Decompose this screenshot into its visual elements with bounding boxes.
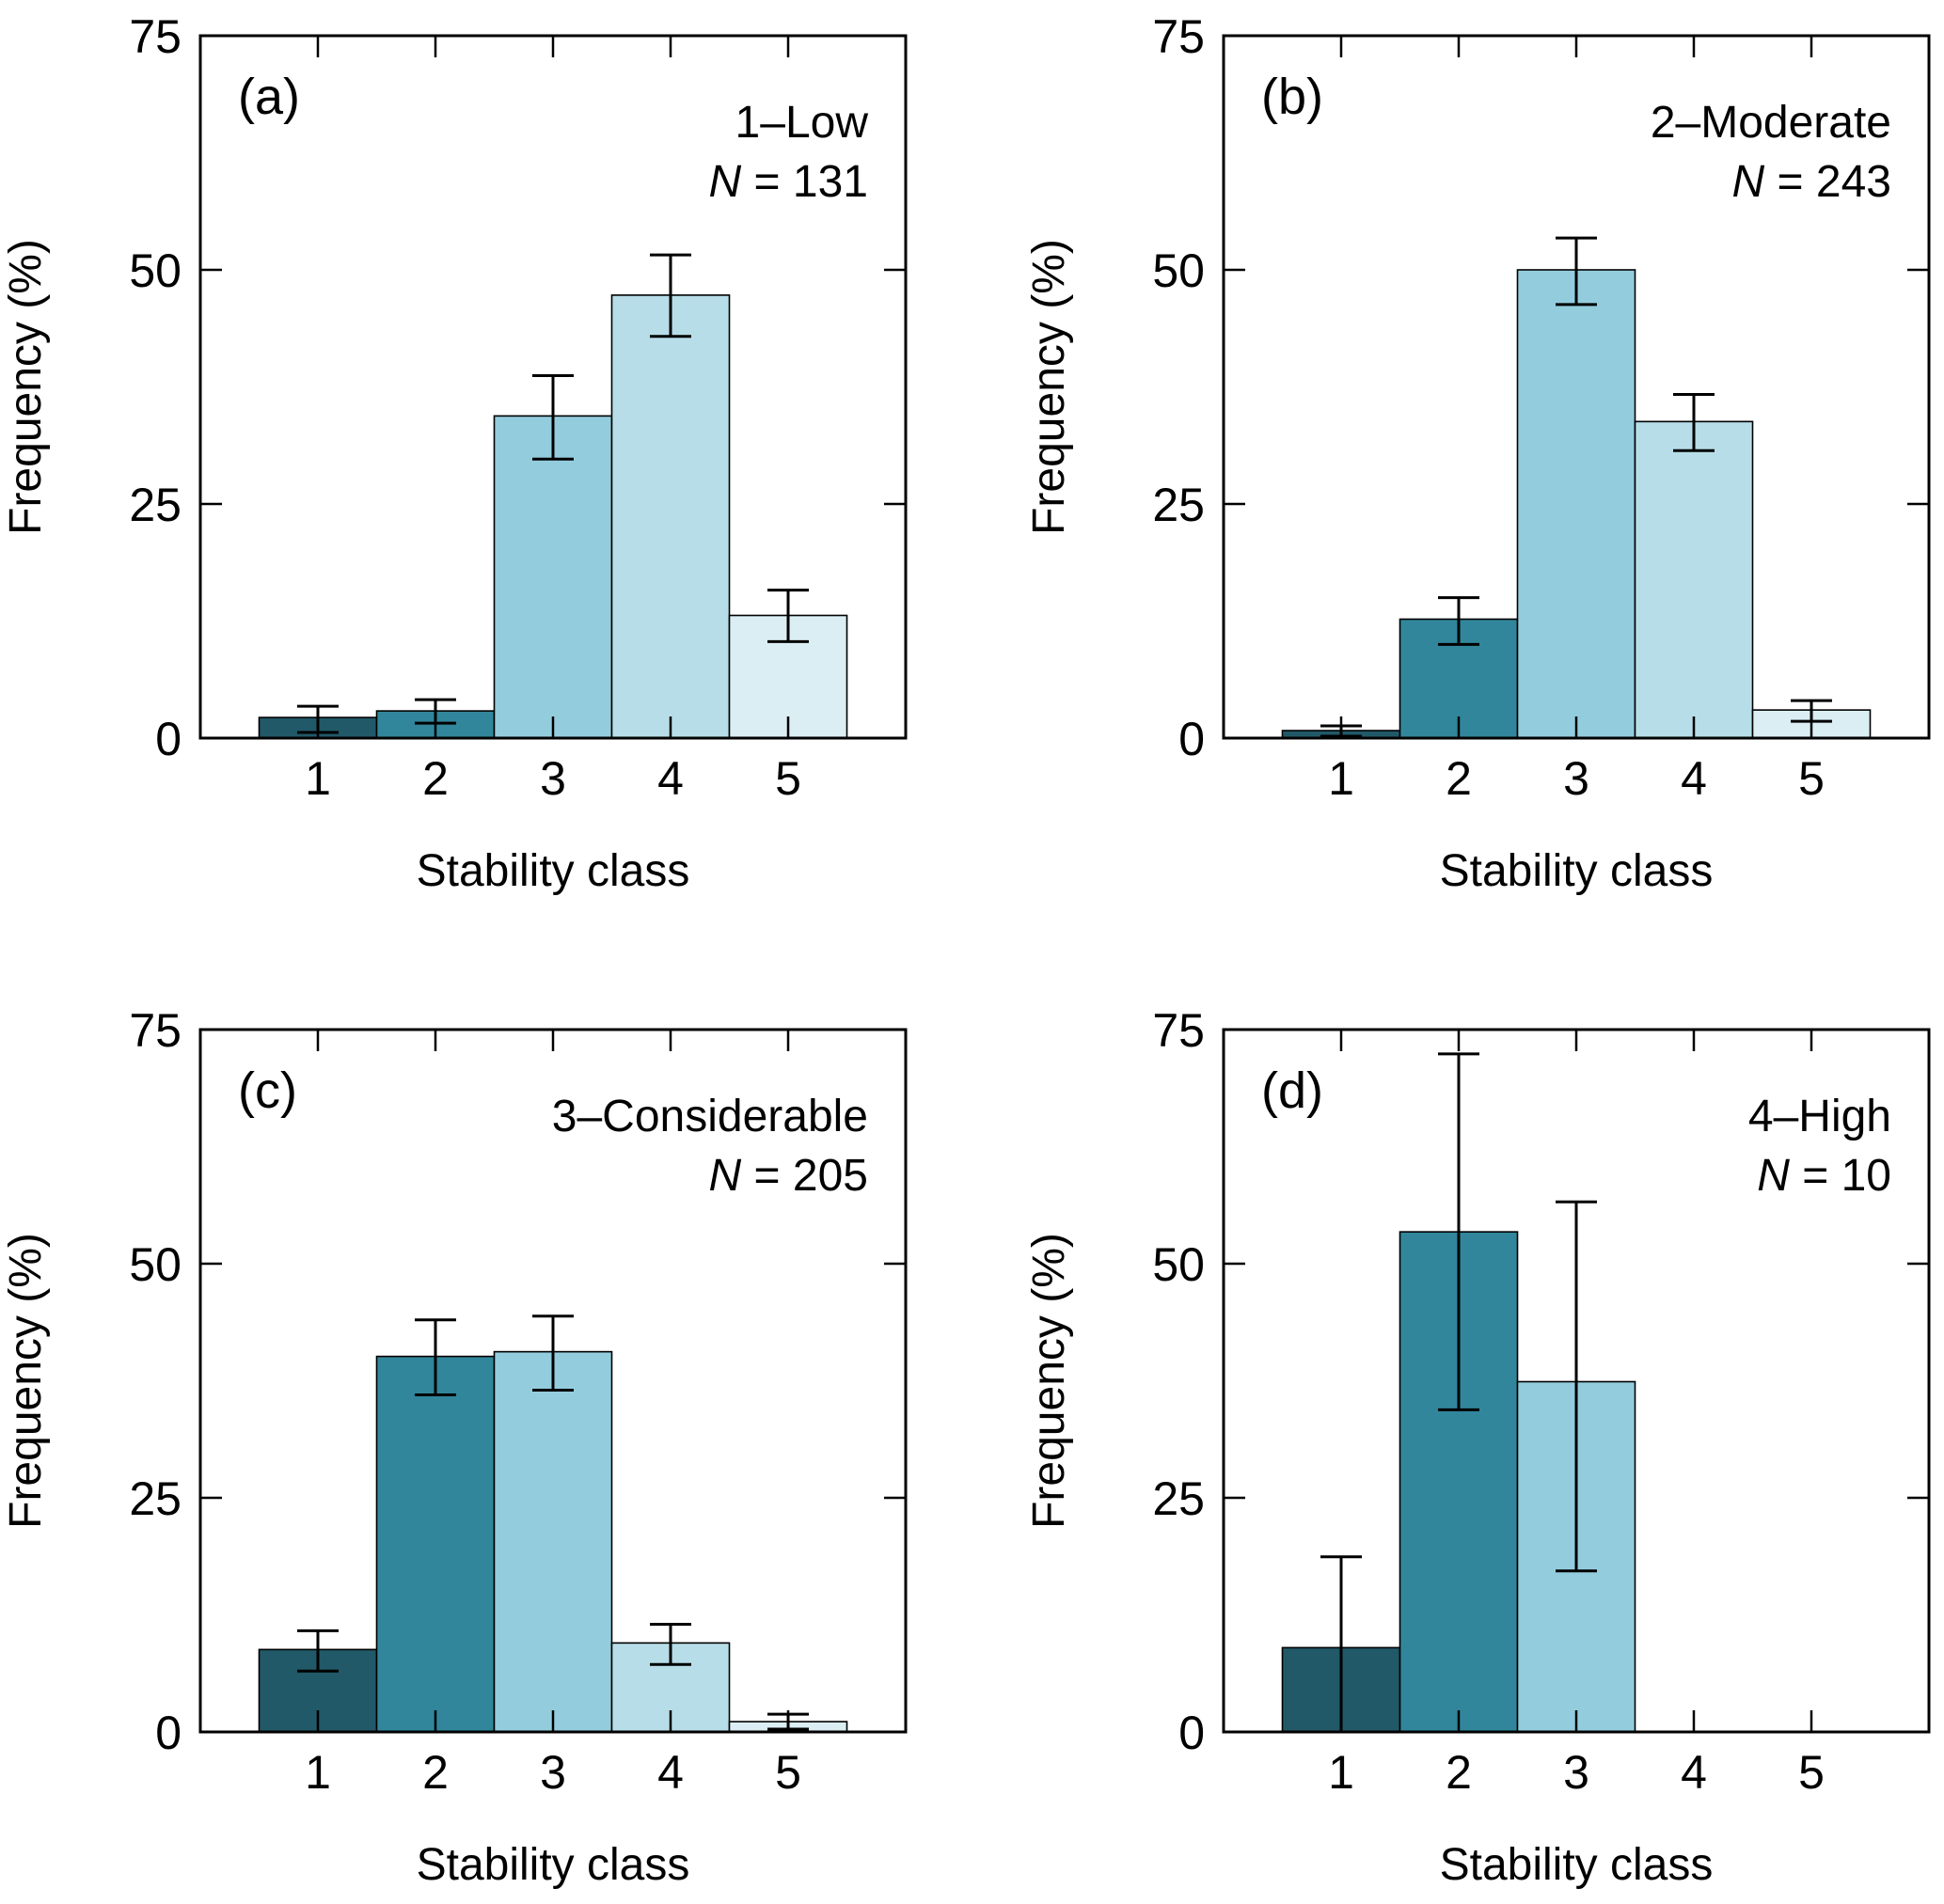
error-bar-class-3: [532, 374, 574, 461]
x-tick-label: 5: [775, 1746, 801, 1799]
x-tick-label: 3: [1563, 752, 1589, 805]
panel-label: (b): [1261, 69, 1323, 125]
y-axis-title: Frequency (%): [1024, 1233, 1074, 1529]
sample-size-label: N = 10: [1757, 1151, 1891, 1201]
panel-label: (c): [238, 1062, 297, 1119]
error-bar-class-2: [1438, 1052, 1479, 1411]
error-bar-class-4: [1673, 392, 1715, 452]
x-tick-label: 4: [657, 1746, 684, 1799]
x-axis-title: Stability class: [1440, 846, 1714, 896]
panel-label: (d): [1261, 1062, 1323, 1119]
y-tick-label: 75: [129, 1004, 182, 1057]
danger-level-label: 4–High: [1748, 1092, 1891, 1141]
x-tick-label: 4: [657, 752, 684, 805]
x-axis-title: Stability class: [417, 1840, 690, 1890]
y-axis-title: Frequency (%): [1, 1233, 51, 1529]
sample-size-label: N = 205: [709, 1151, 868, 1201]
danger-level-label: 2–Moderate: [1651, 98, 1891, 148]
x-axis-title: Stability class: [417, 846, 690, 896]
bar-class-3: [493, 415, 613, 739]
y-tick-label: 25: [1152, 1472, 1205, 1525]
y-tick-label: 25: [129, 479, 182, 531]
y-tick-label: 75: [129, 10, 182, 63]
error-bar-class-3: [1556, 1200, 1597, 1573]
error-bar-class-3: [1556, 236, 1597, 307]
x-tick-label: 4: [1681, 752, 1707, 805]
y-axis-title: Frequency (%): [1, 239, 51, 535]
bar-class-4: [610, 294, 731, 739]
error-bar-class-4: [650, 1622, 691, 1666]
y-tick-label: 0: [1178, 1707, 1205, 1759]
error-bar-class-5: [767, 589, 809, 643]
error-bar-class-3: [532, 1314, 574, 1392]
error-bar-class-2: [415, 1318, 456, 1396]
x-tick-label: 3: [540, 752, 566, 805]
y-tick-label: 25: [1152, 479, 1205, 531]
y-tick-label: 25: [129, 1472, 182, 1525]
y-tick-label: 75: [1152, 10, 1205, 63]
bar-class-2: [375, 1355, 496, 1733]
x-tick-label: 3: [1563, 1746, 1589, 1799]
bar-class-3: [1516, 269, 1636, 739]
panel-label: (a): [238, 69, 300, 125]
x-tick-label: 4: [1681, 1746, 1707, 1799]
x-tick-label: 1: [1328, 1746, 1354, 1799]
x-tick-label: 1: [305, 752, 331, 805]
x-tick-label: 1: [1328, 752, 1354, 805]
x-tick-label: 1: [305, 1746, 331, 1799]
x-tick-label: 5: [1798, 752, 1825, 805]
x-tick-label: 5: [775, 752, 801, 805]
y-tick-label: 0: [1178, 713, 1205, 765]
x-tick-label: 2: [1446, 752, 1472, 805]
x-tick-label: 2: [422, 1746, 449, 1799]
error-bar-class-1: [297, 1629, 339, 1673]
y-tick-label: 50: [1152, 1238, 1205, 1291]
error-bar-class-4: [650, 253, 691, 338]
y-tick-label: 75: [1152, 1004, 1205, 1057]
y-tick-label: 50: [129, 1238, 182, 1291]
y-tick-label: 0: [155, 1707, 182, 1759]
x-tick-label: 5: [1798, 1746, 1825, 1799]
y-tick-label: 50: [129, 244, 182, 297]
bar-class-3: [493, 1350, 613, 1733]
x-tick-label: 3: [540, 1746, 566, 1799]
sample-size-label: N = 131: [709, 157, 868, 207]
x-axis-title: Stability class: [1440, 1840, 1714, 1890]
danger-level-label: 1–Low: [735, 98, 869, 148]
bar-class-4: [1634, 420, 1754, 739]
error-bar-class-2: [1438, 596, 1479, 646]
x-tick-label: 2: [422, 752, 449, 805]
sample-size-label: N = 243: [1732, 157, 1891, 207]
y-axis-title: Frequency (%): [1024, 239, 1074, 535]
y-tick-label: 50: [1152, 244, 1205, 297]
danger-level-label: 3–Considerable: [552, 1092, 868, 1141]
x-tick-label: 2: [1446, 1746, 1472, 1799]
y-tick-label: 0: [155, 713, 182, 765]
